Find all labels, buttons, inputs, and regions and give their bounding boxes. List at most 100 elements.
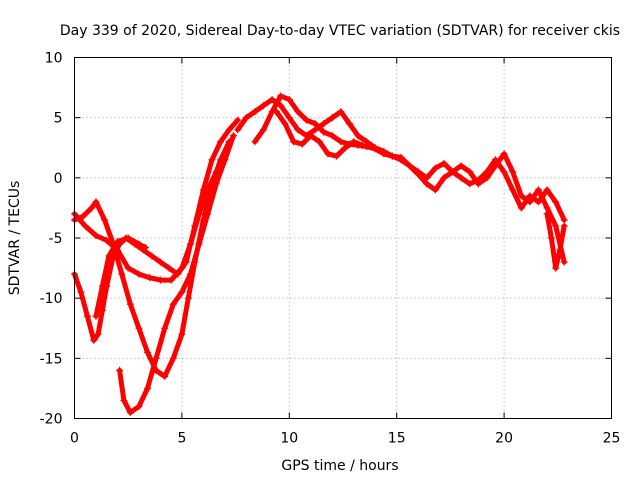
- y-tick-label: -5: [49, 231, 63, 247]
- data-point: [225, 126, 233, 134]
- data-point: [204, 210, 212, 218]
- data-point: [165, 264, 173, 272]
- data-point: [414, 170, 422, 178]
- data-point: [135, 402, 143, 410]
- x-tick-label: 25: [603, 431, 621, 447]
- data-point: [161, 372, 169, 380]
- data-point: [307, 132, 315, 140]
- data-point: [388, 152, 396, 160]
- data-point: [371, 145, 379, 153]
- series-track-e: [92, 234, 149, 320]
- data-point: [272, 108, 280, 116]
- x-tick-labels: 0 5 10 15 20 25: [70, 431, 620, 447]
- data-point: [217, 138, 225, 146]
- data-point: [186, 270, 194, 278]
- data-point: [167, 276, 175, 284]
- data-point: [311, 120, 319, 128]
- data-point: [358, 141, 366, 149]
- data-point: [83, 312, 91, 320]
- data-point: [184, 294, 192, 302]
- data-point: [294, 108, 302, 116]
- data-point: [315, 138, 323, 146]
- y-axis-label: SDTVAR / TECUs: [7, 181, 23, 296]
- data-point: [281, 120, 289, 128]
- data-point: [204, 186, 212, 194]
- data-point: [560, 222, 568, 230]
- data-point: [113, 238, 121, 246]
- data-point: [341, 144, 349, 152]
- series-track-g: [251, 92, 568, 266]
- x-tick-label: 20: [495, 431, 513, 447]
- data-point: [526, 198, 534, 206]
- data-point: [101, 216, 109, 224]
- data-point: [302, 116, 310, 124]
- data-point: [517, 192, 525, 200]
- data-point: [94, 330, 102, 338]
- data-point: [320, 120, 328, 128]
- data-point: [260, 102, 268, 110]
- data-point: [552, 264, 560, 272]
- data-point: [88, 204, 96, 212]
- data-point: [285, 114, 293, 122]
- data-point: [169, 300, 177, 308]
- data-point: [431, 186, 439, 194]
- data-point: [126, 300, 134, 308]
- data-point: [124, 264, 132, 272]
- data-point: [517, 204, 525, 212]
- data-point: [251, 108, 259, 116]
- data-point: [492, 162, 500, 170]
- y-tick-label: -10: [40, 291, 63, 307]
- data-point: [135, 240, 143, 248]
- chart-title: Day 339 of 2020, Sidereal Day-to-day VTE…: [60, 23, 620, 39]
- data-point: [144, 384, 152, 392]
- data-point: [298, 140, 306, 148]
- data-point: [324, 150, 332, 158]
- data-point: [234, 126, 242, 134]
- data-point: [449, 168, 457, 176]
- data-point: [135, 324, 143, 332]
- data-point: [77, 288, 85, 296]
- data-point: [116, 366, 124, 374]
- data-point: [242, 114, 250, 122]
- data-point: [152, 354, 160, 362]
- series-line: [72, 157, 228, 283]
- y-tick-labels: -20 -15 -10 -5 0 5 10: [40, 51, 63, 428]
- x-tick-label: 15: [388, 431, 406, 447]
- data-point: [440, 174, 448, 182]
- data-point: [126, 408, 134, 416]
- data-point: [79, 212, 87, 220]
- data-point: [169, 354, 177, 362]
- data-point: [81, 222, 89, 230]
- y-tick-label: -15: [40, 351, 63, 367]
- data-point: [92, 232, 100, 240]
- data-point: [118, 270, 126, 278]
- data-point: [124, 234, 132, 242]
- data-point: [148, 252, 156, 260]
- data-point: [474, 180, 482, 188]
- data-point: [509, 186, 517, 194]
- data-point: [105, 252, 113, 260]
- data-point: [92, 312, 100, 320]
- data-point: [311, 126, 319, 134]
- data-point: [103, 236, 111, 244]
- data-point: [345, 120, 353, 128]
- data-point: [320, 128, 328, 136]
- data-point: [466, 180, 474, 188]
- data-point: [552, 198, 560, 206]
- data-point: [141, 244, 149, 252]
- data-point: [423, 180, 431, 188]
- data-point: [195, 240, 203, 248]
- data-point: [285, 96, 293, 104]
- series-track-d: [116, 132, 237, 416]
- data-point: [440, 159, 448, 167]
- data-point: [500, 168, 508, 176]
- data-point: [509, 168, 517, 176]
- series-line: [252, 93, 567, 265]
- data-point: [221, 156, 229, 164]
- y-tick-label: 5: [54, 111, 63, 127]
- data-point: [543, 186, 551, 194]
- data-point: [552, 222, 560, 230]
- series-track-h: [272, 108, 366, 160]
- data-point: [543, 204, 551, 212]
